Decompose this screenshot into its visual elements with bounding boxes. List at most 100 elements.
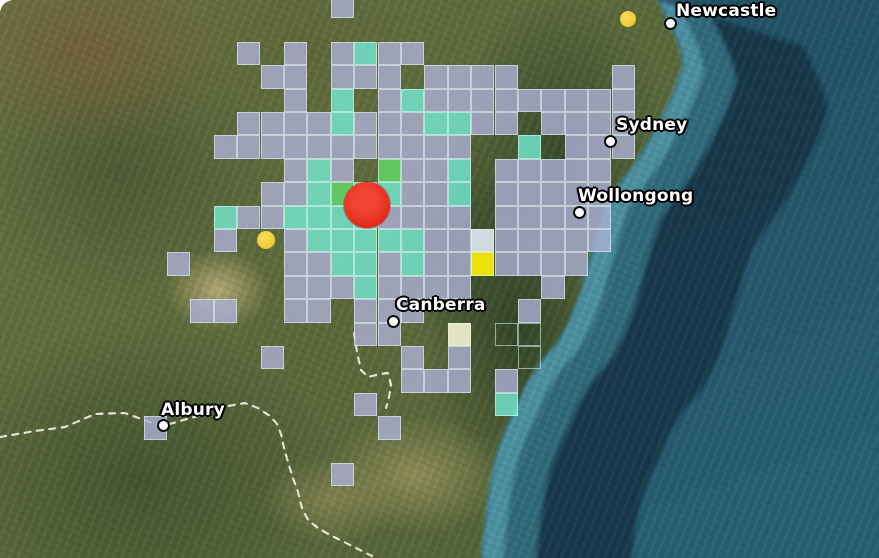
felt-grid-cell [237,41,261,66]
felt-grid-cell [330,463,355,487]
felt-grid-cell [330,65,355,89]
felt-grid-cell [424,369,448,393]
felt-grid-cell [424,135,448,159]
felt-grid-cell [447,135,472,159]
felt-grid-cell [424,229,448,253]
felt-grid-cell [564,229,589,253]
felt-grid-cell [564,252,589,276]
felt-grid-cell [400,346,425,370]
felt-grid-cell [494,65,518,89]
felt-grid-cell [564,112,589,136]
felt-grid-cell [377,252,401,276]
felt-grid-cell [611,112,635,136]
felt-grid-cell [307,182,331,206]
felt-grid-cell [260,182,284,206]
felt-grid-cell [588,158,612,183]
felt-grid-cell [283,135,308,159]
felt-grid-cell [260,205,284,229]
city-dot-albury [156,418,170,432]
felt-grid-cell [494,322,518,346]
felt-grid-cell [494,158,518,183]
felt-grid-cell [494,112,518,136]
felt-grid-cell [494,252,518,276]
felt-grid-cell [517,88,542,112]
felt-grid-cell [283,158,308,183]
felt-report-dot[interactable] [257,231,275,249]
felt-grid-cell [283,252,308,276]
felt-grid-cell [377,275,401,300]
felt-grid-cell [447,252,472,276]
felt-grid-cell [541,275,565,300]
felt-grid-cell [424,88,448,112]
felt-grid-cell [400,135,425,159]
felt-grid-cell [611,65,635,89]
felt-grid-cell [283,182,308,206]
felt-grid-cell [354,41,378,66]
felt-grid-cell [377,416,401,440]
felt-grid-cell [447,112,472,136]
felt-grid-cell [424,205,448,229]
felt-grid-cell [354,322,378,346]
city-label-newcastle: Newcastle [676,1,777,21]
felt-grid-cell [494,182,518,206]
felt-grid-cell [447,88,472,112]
felt-grid-cell [260,135,284,159]
felt-grid-cell [588,205,612,229]
felt-grid-cell [424,65,448,89]
felt-grid-cell [283,299,308,323]
felt-grid-cell [447,158,472,183]
felt-grid-cell [307,229,331,253]
felt-grid-cell [541,182,565,206]
felt-grid-cell [447,182,472,206]
felt-grid-cell [330,158,355,183]
felt-grid-cell [283,229,308,253]
state-border-dashed-line [0,401,374,558]
felt-grid-cell [354,112,378,136]
felt-grid-cell [471,112,495,136]
felt-grid-cell [400,369,425,393]
felt-grid-cell [377,65,401,89]
felt-grid-cell [447,229,472,253]
felt-grid-cell [588,182,612,206]
felt-grid-cell [354,299,378,323]
felt-grid-cell [447,275,472,300]
felt-grid-cell [166,252,191,276]
epicenter-marker[interactable] [344,182,390,228]
felt-grid-cell [541,252,565,276]
felt-grid-cell [517,229,542,253]
felt-grid-cell [283,205,308,229]
felt-grid-cell [447,205,472,229]
felt-grid-cell [564,88,589,112]
felt-grid-cell [400,299,425,323]
felt-grid-cell [588,112,612,136]
felt-grid-cell [330,275,355,300]
felt-grid-cell [447,346,472,370]
felt-grid-cell [213,299,238,323]
felt-grid-cell [377,41,401,66]
felt-grid-cell [330,252,355,276]
felt-grid-cell [564,158,589,183]
felt-grid-cell [494,88,518,112]
felt-grid-cell [424,275,448,300]
felt-grid-cell [447,369,472,393]
felt-grid-cell [447,322,472,346]
felt-report-dot[interactable] [620,11,636,27]
felt-grid-cell [260,346,284,370]
felt-grid-cell [307,299,331,323]
felt-grid-cell [190,299,214,323]
felt-grid-cell [307,135,331,159]
felt-grid-cell [494,229,518,253]
felt-grid-cell [424,182,448,206]
felt-grid-cell [354,135,378,159]
city-dot-sydney [603,134,617,148]
felt-grid-cell [307,252,331,276]
felt-grid-cell [307,205,331,229]
felt-grid-cell [424,158,448,183]
felt-grid-cell [400,112,425,136]
felt-grid-cell [213,205,238,229]
felt-grid-cell [541,88,565,112]
felt-grid-cell [237,205,261,229]
territory-border-dashed-line [352,331,393,410]
